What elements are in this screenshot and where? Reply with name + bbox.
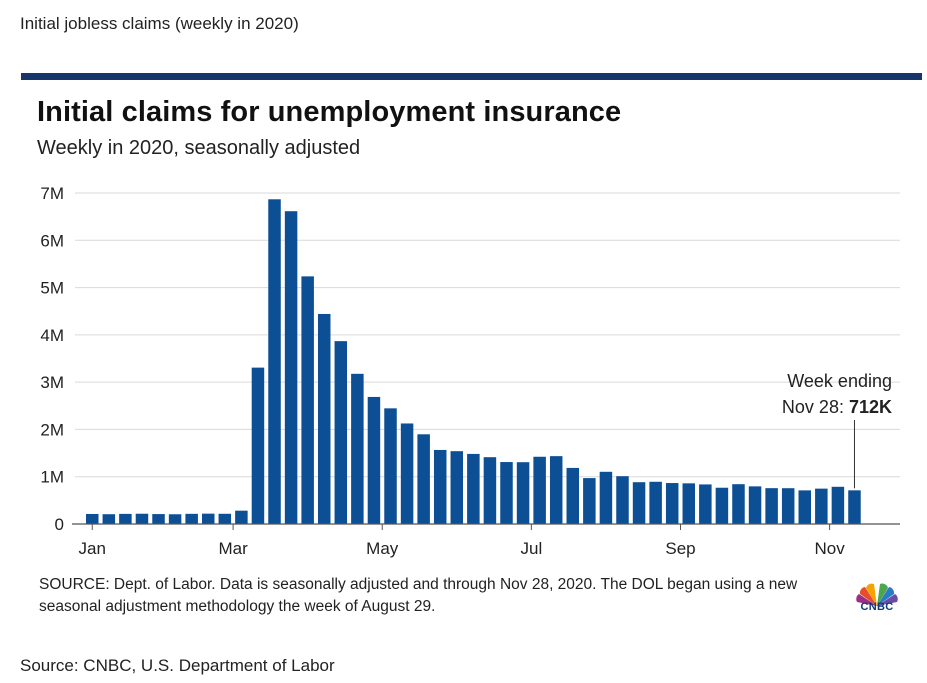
- bar: [483, 457, 497, 524]
- bar: [765, 488, 778, 524]
- x-tick-label: Jan: [79, 539, 106, 558]
- x-tick-label: May: [366, 539, 399, 558]
- bar: [798, 490, 812, 524]
- bar: [450, 451, 464, 524]
- bar: [367, 396, 381, 524]
- page-source: Source: CNBC, U.S. Department of Labor: [20, 656, 335, 675]
- y-tick-label: 2M: [40, 420, 64, 439]
- annotation-line2: Nov 28: 712K: [782, 397, 892, 417]
- x-tick-label: Mar: [218, 539, 248, 558]
- bar: [152, 514, 165, 524]
- bar: [699, 484, 712, 524]
- bar: [583, 478, 596, 524]
- bar: [831, 486, 845, 524]
- source-note: SOURCE: Dept. of Labor. Data is seasonal…: [39, 576, 798, 615]
- bar: [848, 490, 861, 524]
- bar: [417, 434, 430, 524]
- y-axis-ticks: 0 1M 2M 3M 4M 5M 6M 7M: [40, 184, 64, 534]
- bar: [781, 488, 795, 524]
- bar: [549, 456, 563, 524]
- bar: [119, 513, 132, 524]
- page-caption: Initial jobless claims (weekly in 2020): [20, 14, 299, 33]
- bar: [317, 313, 331, 524]
- annotation-value: 712K: [849, 397, 892, 417]
- annotation-date: Nov 28:: [782, 397, 849, 417]
- bar: [732, 484, 745, 524]
- bar: [268, 199, 281, 524]
- bar: [102, 514, 116, 524]
- bar: [168, 514, 182, 524]
- annotation: Week ending Nov 28: 712K: [782, 371, 892, 489]
- y-tick-label: 5M: [40, 279, 64, 298]
- bar: [632, 482, 646, 524]
- bar: [665, 483, 679, 524]
- y-tick-label: 1M: [40, 468, 64, 487]
- bar: [251, 367, 265, 524]
- bar: [301, 276, 314, 524]
- annotation-line1: Week ending: [787, 371, 892, 391]
- bar: [201, 513, 215, 524]
- y-tick-label: 7M: [40, 184, 64, 203]
- y-tick-label: 4M: [40, 326, 64, 345]
- bar: [235, 510, 248, 524]
- bar: [500, 462, 513, 524]
- bar: [748, 486, 762, 524]
- cnbc-logo-text: CNBC: [860, 601, 894, 613]
- bar: [815, 488, 828, 524]
- y-tick-label: 3M: [40, 373, 64, 392]
- bars: [86, 199, 861, 524]
- bar: [682, 483, 696, 524]
- bar: [400, 423, 414, 524]
- bar: [715, 487, 729, 524]
- bar: [86, 513, 99, 524]
- x-tick-label: Sep: [665, 539, 695, 558]
- y-tick-label: 6M: [40, 231, 64, 250]
- cnbc-peacock-icon: [856, 583, 898, 606]
- bar: [566, 467, 580, 524]
- x-tick-label: Nov: [814, 539, 845, 558]
- bar: [616, 476, 629, 524]
- x-axis: Jan Mar May Jul Sep Nov: [72, 523, 900, 558]
- bar: [599, 471, 613, 524]
- y-tick-label: 0: [55, 515, 64, 534]
- bar: [433, 449, 447, 524]
- bar: [284, 211, 298, 524]
- chart-subtitle: Weekly in 2020, seasonally adjusted: [37, 137, 361, 159]
- chart-title: Initial claims for unemployment insuranc…: [37, 96, 622, 128]
- gridlines: [75, 192, 900, 478]
- bar: [649, 481, 662, 524]
- bar: [467, 453, 480, 524]
- bar: [533, 456, 546, 524]
- header-rule: [21, 73, 922, 80]
- bar: [135, 513, 149, 524]
- bar: [334, 341, 348, 524]
- bar: [516, 462, 530, 524]
- bar: [185, 513, 198, 524]
- bar: [384, 408, 397, 524]
- bar: [218, 513, 232, 524]
- bar: [351, 373, 364, 524]
- x-tick-label: Jul: [520, 539, 542, 558]
